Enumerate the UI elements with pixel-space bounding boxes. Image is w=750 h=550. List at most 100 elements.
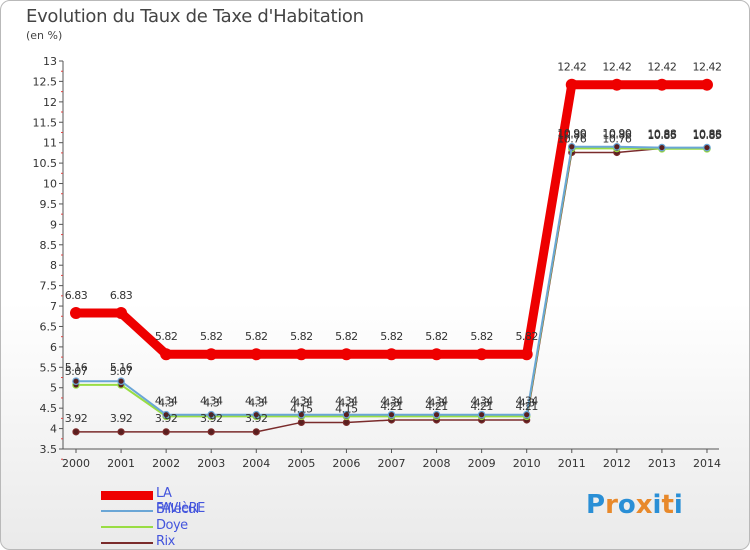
data-point: [207, 410, 216, 419]
data-label: 4.3: [203, 396, 219, 409]
data-label: 4.3: [338, 396, 354, 409]
data-label: 12.42: [647, 61, 676, 74]
data-label: 6.83: [65, 289, 88, 302]
data-point: [162, 428, 170, 436]
x-tick-label: 2008: [423, 457, 451, 470]
x-tick-label: 2007: [377, 457, 405, 470]
series-line: [76, 147, 707, 418]
data-label: 5.07: [65, 365, 88, 378]
data-label: 5.82: [515, 330, 538, 343]
legend-swatch: [101, 542, 153, 544]
legend-swatch: [101, 510, 153, 512]
x-tick-label: 2014: [693, 457, 721, 470]
data-label: 5.82: [470, 330, 493, 343]
x-tick-label: 2012: [603, 457, 631, 470]
y-tick-label: 12: [43, 96, 57, 109]
y-tick-label: 8.5: [40, 239, 58, 252]
data-label: 10.86: [692, 128, 721, 141]
y-tick-label: 9: [50, 218, 57, 231]
data-label: 4.34: [335, 395, 358, 408]
data-point: [700, 78, 713, 91]
legend-swatch: [101, 526, 153, 528]
data-point: [207, 428, 215, 436]
data-point: [72, 377, 80, 386]
data-label: 10.88: [692, 128, 721, 141]
proxiti-logo: Proxiti: [586, 490, 683, 520]
y-tick-label: 5: [50, 382, 57, 395]
data-label: 4.34: [470, 395, 493, 408]
logo-letter: x: [635, 490, 653, 520]
data-point: [340, 348, 353, 361]
axes: 3.5 4 4.5 5 5.5 6 6.5 7 7.5 8 8.5 9 9.5 10 10.5 11 11.5 1…: [33, 55, 721, 470]
x-tick-label: 2002: [152, 457, 180, 470]
data-point: [658, 143, 666, 152]
data-label: 3.92: [65, 412, 88, 425]
data-label: 3.92: [245, 412, 268, 425]
y-tick-label: 6: [50, 341, 57, 354]
data-point: [430, 348, 443, 361]
x-tick-label: 2000: [62, 457, 90, 470]
data-point: [703, 143, 711, 152]
data-point: [117, 428, 125, 436]
data-point: [522, 410, 531, 419]
data-point: [385, 348, 398, 361]
data-label: 5.82: [380, 330, 403, 343]
data-label: 4.21: [515, 400, 538, 413]
data-label: 10.85: [692, 129, 721, 142]
data-label: 12.42: [602, 61, 631, 74]
data-label: 5.82: [245, 330, 268, 343]
data-point: [160, 348, 173, 361]
data-label: 10.76: [557, 132, 586, 145]
series-lines: [70, 78, 713, 436]
y-tick-label: 9.5: [40, 198, 58, 211]
y-tick-label: 7: [50, 300, 57, 313]
y-tick-label: 11: [43, 137, 57, 150]
data-label: 4.15: [335, 402, 358, 415]
data-point: [387, 410, 396, 419]
data-point: [565, 78, 578, 91]
legend-label: Doye: [156, 518, 188, 533]
logo-letter: o: [617, 490, 636, 520]
data-point: [162, 410, 170, 419]
data-point: [205, 348, 218, 361]
y-tick-label: 3.5: [40, 443, 58, 456]
data-label: 4.34: [380, 395, 403, 408]
data-point: [432, 410, 441, 419]
data-label: 4.34: [245, 395, 268, 408]
data-label: 4.3: [293, 396, 309, 409]
y-tick-label: 10: [43, 178, 57, 191]
y-tick-label: 7.5: [40, 280, 58, 293]
data-label: 10.86: [557, 128, 586, 141]
data-label: 3.92: [155, 412, 178, 425]
x-tick-label: 2006: [332, 457, 360, 470]
data-label: 3.92: [200, 412, 223, 425]
data-label: 4.34: [155, 395, 178, 408]
data-label: 4.34: [425, 395, 448, 408]
data-point: [655, 78, 668, 91]
data-point: [252, 428, 260, 436]
data-label: 12.42: [557, 61, 586, 74]
data-label: 10.85: [647, 129, 676, 142]
data-label: 4.34: [200, 395, 223, 408]
y-tick-label: 6.5: [40, 320, 58, 333]
data-label: 4.3: [474, 396, 490, 409]
series-line: [76, 80, 707, 359]
y-tick-label: 8: [50, 259, 57, 272]
data-point: [252, 410, 261, 419]
data-point: [115, 306, 128, 319]
data-label: 10.90: [602, 127, 631, 140]
data-label: 4.34: [290, 395, 313, 408]
chart-unit-label: (en %): [26, 29, 63, 42]
data-label: 5.07: [110, 365, 133, 378]
data-label: 5.82: [155, 330, 178, 343]
x-tick-label: 2004: [242, 457, 270, 470]
x-tick-label: 2011: [558, 457, 586, 470]
data-point: [117, 377, 125, 386]
data-label: 5.82: [200, 330, 223, 343]
data-label: 4.21: [425, 400, 448, 413]
data-label: 10.76: [602, 132, 631, 145]
legend-swatch: [101, 490, 153, 500]
data-label: 5.82: [425, 330, 448, 343]
data-label: 4.21: [380, 400, 403, 413]
